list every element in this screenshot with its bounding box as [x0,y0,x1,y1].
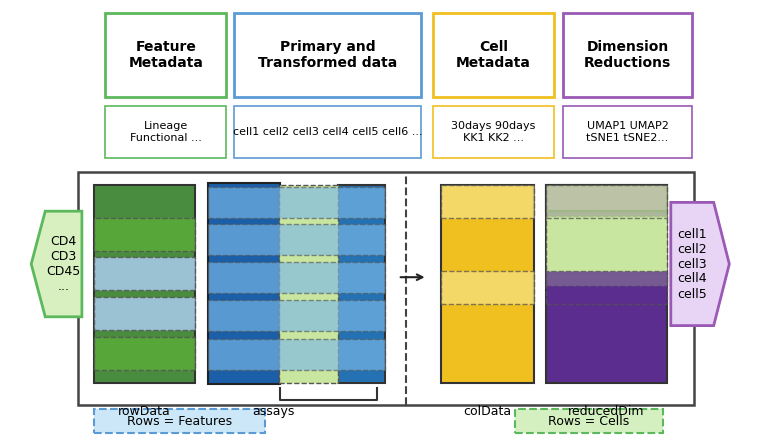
Polygon shape [671,202,729,326]
FancyBboxPatch shape [208,262,385,293]
FancyBboxPatch shape [338,185,385,383]
FancyBboxPatch shape [94,185,195,383]
Text: colData: colData [463,405,512,418]
FancyBboxPatch shape [94,218,195,251]
FancyBboxPatch shape [211,185,277,383]
FancyBboxPatch shape [234,13,421,97]
Text: 30days 90days
KK1 KK2 ...: 30days 90days KK1 KK2 ... [451,121,536,143]
FancyBboxPatch shape [433,106,554,158]
FancyBboxPatch shape [563,13,692,97]
FancyBboxPatch shape [441,271,534,304]
Text: Rows = Features: Rows = Features [127,415,232,428]
FancyBboxPatch shape [234,106,421,158]
FancyBboxPatch shape [94,297,195,330]
FancyBboxPatch shape [546,185,667,383]
FancyBboxPatch shape [105,106,226,158]
FancyBboxPatch shape [546,185,667,218]
FancyBboxPatch shape [279,185,338,383]
FancyBboxPatch shape [563,106,692,158]
Text: Lineage
Functional ...: Lineage Functional ... [129,121,202,143]
Polygon shape [31,211,82,317]
Text: Rows = Cells: Rows = Cells [548,415,629,428]
FancyBboxPatch shape [94,257,195,290]
Text: CD4
CD3
CD45
...: CD4 CD3 CD45 ... [47,235,80,293]
Text: Cell
Metadata: Cell Metadata [456,40,530,70]
FancyBboxPatch shape [546,271,667,304]
FancyBboxPatch shape [515,409,663,433]
FancyBboxPatch shape [433,13,554,97]
FancyBboxPatch shape [94,337,195,370]
FancyBboxPatch shape [208,224,385,255]
Text: assays: assays [252,405,294,418]
Text: Primary and
Transformed data: Primary and Transformed data [258,40,397,70]
FancyBboxPatch shape [208,187,385,218]
FancyBboxPatch shape [78,172,694,405]
FancyBboxPatch shape [441,185,534,218]
Text: cell1
cell2
cell3
cell4
cell5: cell1 cell2 cell3 cell4 cell5 [677,227,707,301]
FancyBboxPatch shape [546,185,667,211]
FancyBboxPatch shape [441,185,534,383]
Text: Dimension
Reductions: Dimension Reductions [584,40,671,70]
FancyBboxPatch shape [208,300,385,331]
FancyBboxPatch shape [94,409,265,433]
FancyBboxPatch shape [105,13,226,97]
FancyBboxPatch shape [208,183,280,384]
Text: rowData: rowData [118,405,171,418]
Text: reducedDim: reducedDim [568,405,644,418]
FancyBboxPatch shape [208,339,385,370]
Text: cell1 cell2 cell3 cell4 cell5 cell6 ...: cell1 cell2 cell3 cell4 cell5 cell6 ... [232,127,423,137]
FancyBboxPatch shape [546,216,667,286]
Text: UMAP1 UMAP2
tSNE1 tSNE2...: UMAP1 UMAP2 tSNE1 tSNE2... [587,121,668,143]
Text: Feature
Metadata: Feature Metadata [129,40,203,70]
